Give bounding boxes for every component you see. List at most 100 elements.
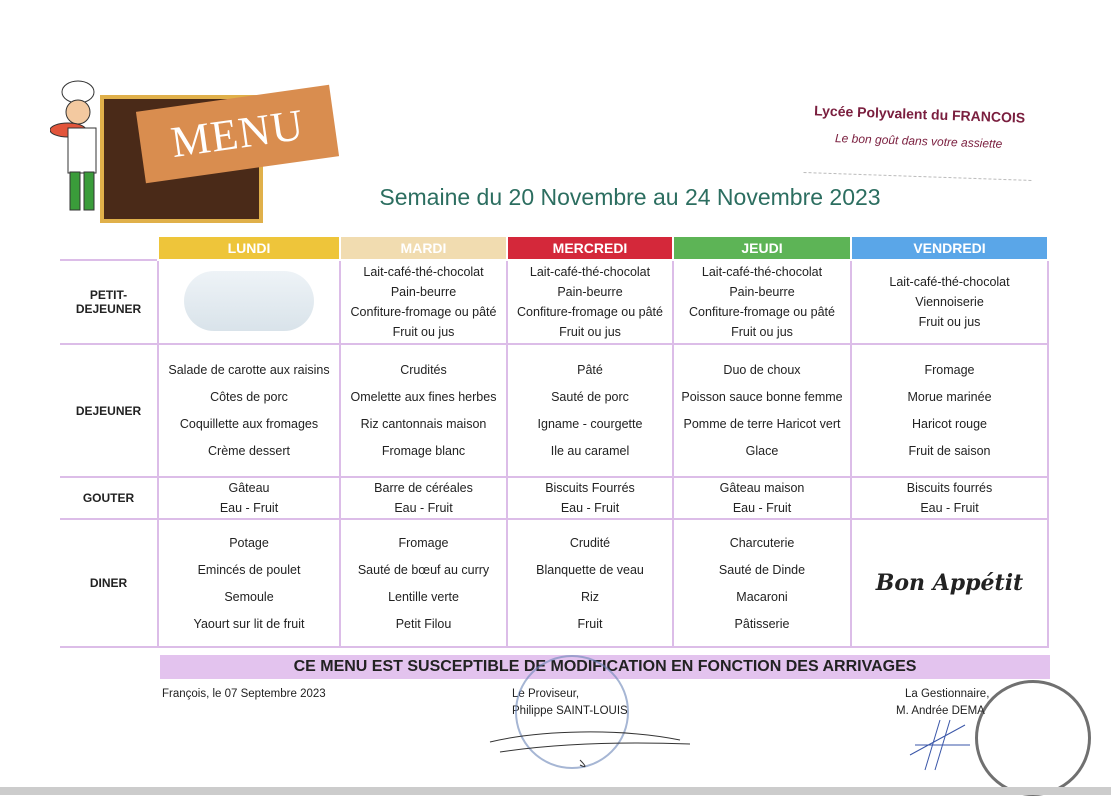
menu-item: Pain-beurre [557,285,623,299]
menu-item: Omelette aux fines herbes [350,390,497,404]
menu-item: Eau - Fruit [920,501,979,515]
menu-item: Pain-beurre [390,285,457,299]
menu-item: Crudité [569,535,611,550]
menu-item: Lait-café-thé-chocolat [701,265,823,279]
cell-mardi: Lait-café-thé-chocolat Pain-beurre Confitu… [339,259,508,345]
notice-banner: CE MENU EST SUSCEPTIBLE DE MODIFICATION … [160,655,1050,679]
school-stamp [515,655,629,769]
row-label: DINER [60,518,159,648]
cell-mardi: Crudités Omelette aux fines herbes Riz can… [339,343,508,478]
menu-item: Riz [580,589,600,604]
day-lundi: LUNDI [157,235,341,261]
row-label: PETIT-DEJEUNER [60,259,159,345]
menu-item: Côtes de porc [210,390,288,404]
row-petit-dejeuner: PETIT-DEJEUNER Lait-café-thé-chocolat Pain… [60,259,1049,345]
proviseur-signature [489,731,691,768]
cell-jeudi: Charcuterie Sauté de Dinde Macaroni Pâtisse… [672,518,852,648]
menu-item: Sauté de porc [551,390,629,404]
cell-mercredi: Crudité Blanquette de veau Riz Fruit [506,518,674,648]
corner [60,236,158,260]
menu-item: Riz cantonnais maison [360,417,487,431]
cell-mardi: Fromage Sauté de bœuf au curry Lentille ve… [339,518,508,648]
menu-item: Charcuterie [729,535,795,550]
menu-item: Poisson sauce bonne femme [681,390,843,404]
menu-item: Confiture-fromage ou pâté [689,305,835,319]
menu-item: Emincés de poulet [197,562,301,577]
row-dejeuner: DEJEUNER Salade de carotte aux raisins Côt… [60,343,1049,478]
menu-item: Glace [745,444,779,458]
cell-vendredi: Fromage Morue marinée Haricot rouge Fruit d… [850,343,1049,478]
school-tagline: Le bon goût dans votre assiette [834,131,1003,151]
menu-item: Macaroni [736,589,788,604]
menu-item: Ile au caramel [550,444,630,458]
menu-item: Fruit [577,616,603,631]
menu-item: Confiture-fromage ou pâté [517,305,663,319]
menu-item: Pâtisserie [734,616,790,631]
cell-vendredi: Biscuits fourrés Eau - Fruit [850,476,1049,520]
menu-item: Igname - courgette [537,417,643,431]
cell-mercredi: Pâté Sauté de porc Igname - courgette Ile a… [506,343,674,478]
menu-item: Barre de céréales [374,481,473,495]
menu-item: Eau - Fruit [732,501,792,515]
menu-item: Gâteau maison [719,481,805,495]
cell-jeudi: Gâteau maison Eau - Fruit [672,476,852,520]
menu-item: Confiture-fromage ou pâté [350,305,497,319]
row-diner: DINER Potage Emincés de poulet Semoule Yaour… [60,518,1049,648]
row-label: DEJEUNER [60,343,159,478]
menu-item: Fruit ou jus [918,315,981,329]
menu-item: Petit Filou [395,616,452,631]
row-gouter: GOUTER Gâteau Eau - Fruit Barre de céréales… [60,476,1049,520]
cell-mardi: Barre de céréales Eau - Fruit [339,476,508,520]
menu-item: Semoule [224,589,274,604]
menu-item: Eau - Fruit [219,501,279,515]
menu-item: Fruit ou jus [392,325,455,339]
gestionnaire-signature [909,719,970,771]
menu-item: Duo de choux [723,363,801,377]
cell-mercredi: Biscuits Fourrés Eau - Fruit [506,476,674,520]
menu-item: Biscuits fourrés [906,481,993,495]
school-header: Lycée Polyvalent du FRANCOIS Le bon goût… [803,84,1035,181]
page-title: Semaine du 20 Novembre au 24 Novembre 20… [379,184,881,210]
day-vendredi: VENDREDI [850,235,1049,261]
menu-item: Lait-café-thé-chocolat [529,265,651,279]
menu-item: Fromage [398,535,449,550]
menu-item: Salade de carotte aux raisins [168,363,330,377]
cell-lundi: Gâteau Eau - Fruit [157,476,341,520]
menu-item: Sauté de Dinde [718,562,806,577]
menu-item: Yaourt sur lit de fruit [193,616,305,631]
cell-lundi: Potage Emincés de poulet Semoule Yaourt sur… [157,518,341,648]
day-header-row: LUNDI MARDI MERCREDI JEUDI VENDREDI [60,235,1049,261]
menu-item: Eau - Fruit [560,501,620,515]
menu-item: Coquillette aux fromages [179,417,319,431]
cell-lundi: Salade de carotte aux raisins Côtes de po… [157,343,341,478]
cell-mercredi: Lait-café-thé-chocolat Pain-beurre Confitu… [506,259,674,345]
menu-item: Crudités [400,363,447,377]
cell-vendredi: Lait-café-thé-chocolat Viennoiserie Fruit … [850,259,1049,345]
menu-item: Haricot rouge [911,417,988,431]
day-mardi: MARDI [339,235,508,261]
menu-item: Fromage [924,363,975,377]
menu-item: Fromage blanc [381,444,466,458]
menu-item: Pâté [577,363,603,377]
menu-item: Gâteau [228,481,270,495]
day-mercredi: MERCREDI [506,235,674,261]
scan-edge [0,787,1111,795]
menu-item: Lentille verte [388,589,459,604]
bon-appetit-logo: Bon Appétit [875,570,1024,596]
menu-item: Viennoiserie [915,295,984,309]
menu-item: Sauté de bœuf au curry [357,562,490,577]
cell-jeudi: Duo de choux Poisson sauce bonne femme Pom… [672,343,852,478]
menu-item: Morue marinée [907,390,992,404]
menu-item: Potage [229,535,269,550]
menu-table: LUNDI MARDI MERCREDI JEUDI VENDREDI PETI… [60,235,1049,648]
menu-item: Crème dessert [208,444,290,458]
row-label: GOUTER [60,476,159,520]
menu-item: Lait-café-thé-chocolat [363,265,484,279]
cell-vendredi: Bon Appétit [850,518,1049,648]
menu-item: Fruit ou jus [559,325,621,339]
menu-item: Biscuits Fourrés [545,481,635,495]
chef-illustration [50,80,97,211]
cell-jeudi: Lait-café-thé-chocolat Pain-beurre Confitu… [672,259,852,345]
menu-item: Pain-beurre [729,285,795,299]
day-jeudi: JEUDI [672,235,852,261]
